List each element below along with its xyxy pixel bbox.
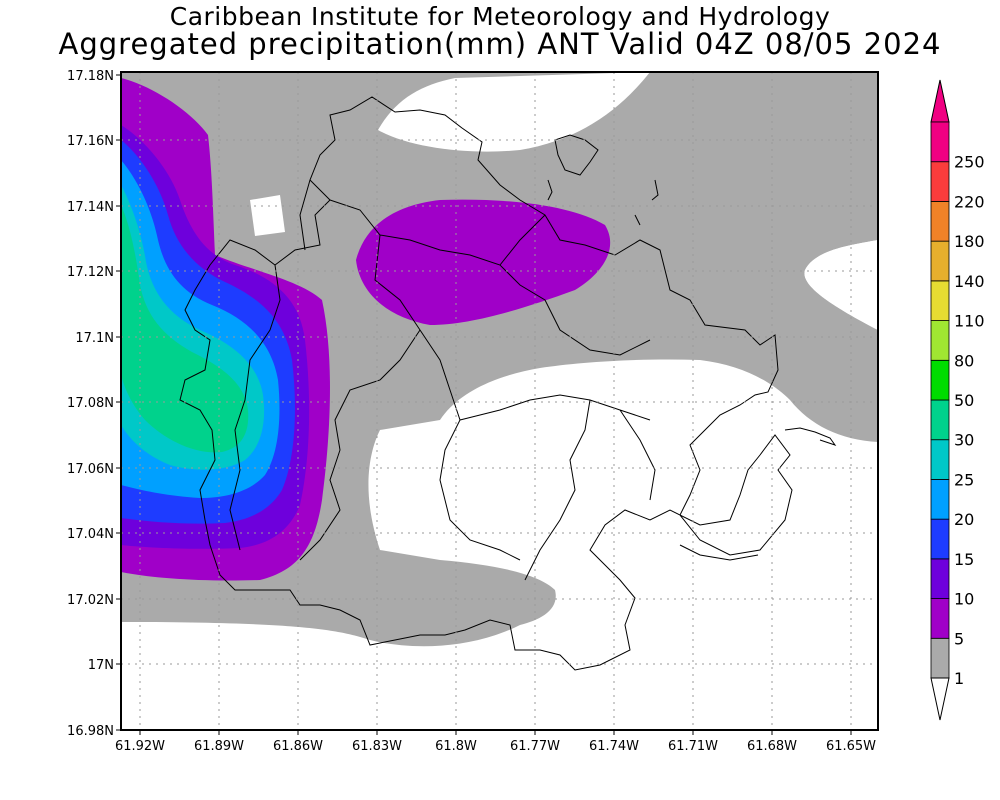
main-island-outline — [179, 96, 793, 671]
lon-tick-label: 61.83W — [352, 739, 402, 754]
colorbar-level-label: 15 — [954, 550, 974, 569]
colorbar-segment — [930, 637, 950, 679]
colorbar-max-arrow — [930, 79, 950, 123]
precip-fields — [121, 72, 878, 647]
colorbar-segment — [930, 399, 950, 441]
colorbar-level-label: 20 — [954, 510, 974, 529]
dry-zone-north — [378, 72, 650, 152]
lat-tick-label: 17.08N — [67, 396, 114, 411]
colorbar-level-label: 80 — [954, 351, 974, 370]
colorbar-level-label: 1 — [954, 669, 964, 688]
colorbar-level-label: 110 — [954, 312, 985, 331]
colorbar-segment — [930, 201, 950, 242]
colorbar-level-label: 30 — [954, 431, 974, 450]
colorbar-segment — [930, 598, 950, 639]
lon-tick-label: 61.89W — [194, 739, 244, 754]
colorbar-level-label: 250 — [954, 153, 985, 172]
colorbar-segment — [930, 121, 950, 163]
south-coast-outline — [679, 544, 759, 561]
colorbar-segment — [930, 320, 950, 361]
colorbar-segment — [930, 280, 950, 321]
interior-boundaries — [229, 179, 656, 581]
lon-labels: 61.92W 61.89W 61.86W 61.83W 61.8W 61.77W… — [115, 739, 876, 754]
plot-frame — [120, 71, 879, 731]
colorbar-level-label: 220 — [954, 192, 985, 211]
colorbar-segment — [930, 240, 950, 282]
lat-tick-label: 17.12N — [67, 265, 114, 280]
colorbar-segment — [930, 518, 950, 560]
northern-islets — [547, 134, 659, 226]
colorbar-level-label: 180 — [954, 232, 985, 251]
lon-tick-label: 61.8W — [435, 739, 477, 754]
colorbar-level-label: 5 — [954, 629, 964, 648]
colorbar-segment — [930, 479, 950, 520]
colorbar-segment — [930, 359, 950, 401]
lat-tick-label: 17.18N — [67, 69, 114, 84]
eastern-coast-segment — [784, 427, 837, 446]
lon-tick-label: 61.68W — [747, 739, 797, 754]
colorbar-level-label: 50 — [954, 391, 974, 410]
lat-tick-label: 17.06N — [67, 462, 114, 477]
island-outlines — [179, 96, 837, 671]
lat-labels: 17.18N 17.16N 17.14N 17.12N 17.1N 17.08N… — [67, 69, 114, 739]
lat-tick-label: 17.1N — [75, 331, 114, 346]
lon-tick-label: 61.74W — [589, 739, 639, 754]
dry-zone-east — [804, 240, 878, 330]
colorbar-segment — [930, 161, 950, 202]
colorbar-level-label: 25 — [954, 470, 974, 489]
dry-zone-small — [250, 195, 285, 236]
graticule — [121, 72, 878, 730]
colorbar-level-label: 10 — [954, 590, 974, 609]
precip-zone-30-50mm — [121, 205, 249, 453]
lon-tick-label: 61.65W — [826, 739, 876, 754]
map-title-line1: Caribbean Institute for Meteorology and … — [169, 2, 831, 31]
lon-tick-label: 61.86W — [273, 739, 323, 754]
lat-tick-label: 17.04N — [67, 527, 114, 542]
precip-zone-5-10mm-central — [356, 199, 611, 325]
lon-tick-label: 61.71W — [668, 739, 718, 754]
lon-tick-label: 61.92W — [115, 739, 165, 754]
colorbar-level-label: 140 — [954, 272, 985, 291]
colorbar-segment — [930, 439, 950, 480]
tick-marks — [116, 74, 852, 735]
colorbar-min-arrow — [930, 677, 950, 721]
colorbar-segment — [930, 558, 950, 599]
lon-tick-label: 61.77W — [510, 739, 560, 754]
lat-tick-label: 17.02N — [67, 593, 114, 608]
lat-tick-label: 17N — [88, 658, 114, 673]
map-title-line2: Aggregated precipitation(mm) ANT Valid 0… — [58, 27, 942, 61]
lat-tick-label: 17.16N — [67, 134, 114, 149]
lat-tick-label: 17.14N — [67, 200, 114, 215]
lat-tick-label: 16.98N — [67, 724, 114, 739]
